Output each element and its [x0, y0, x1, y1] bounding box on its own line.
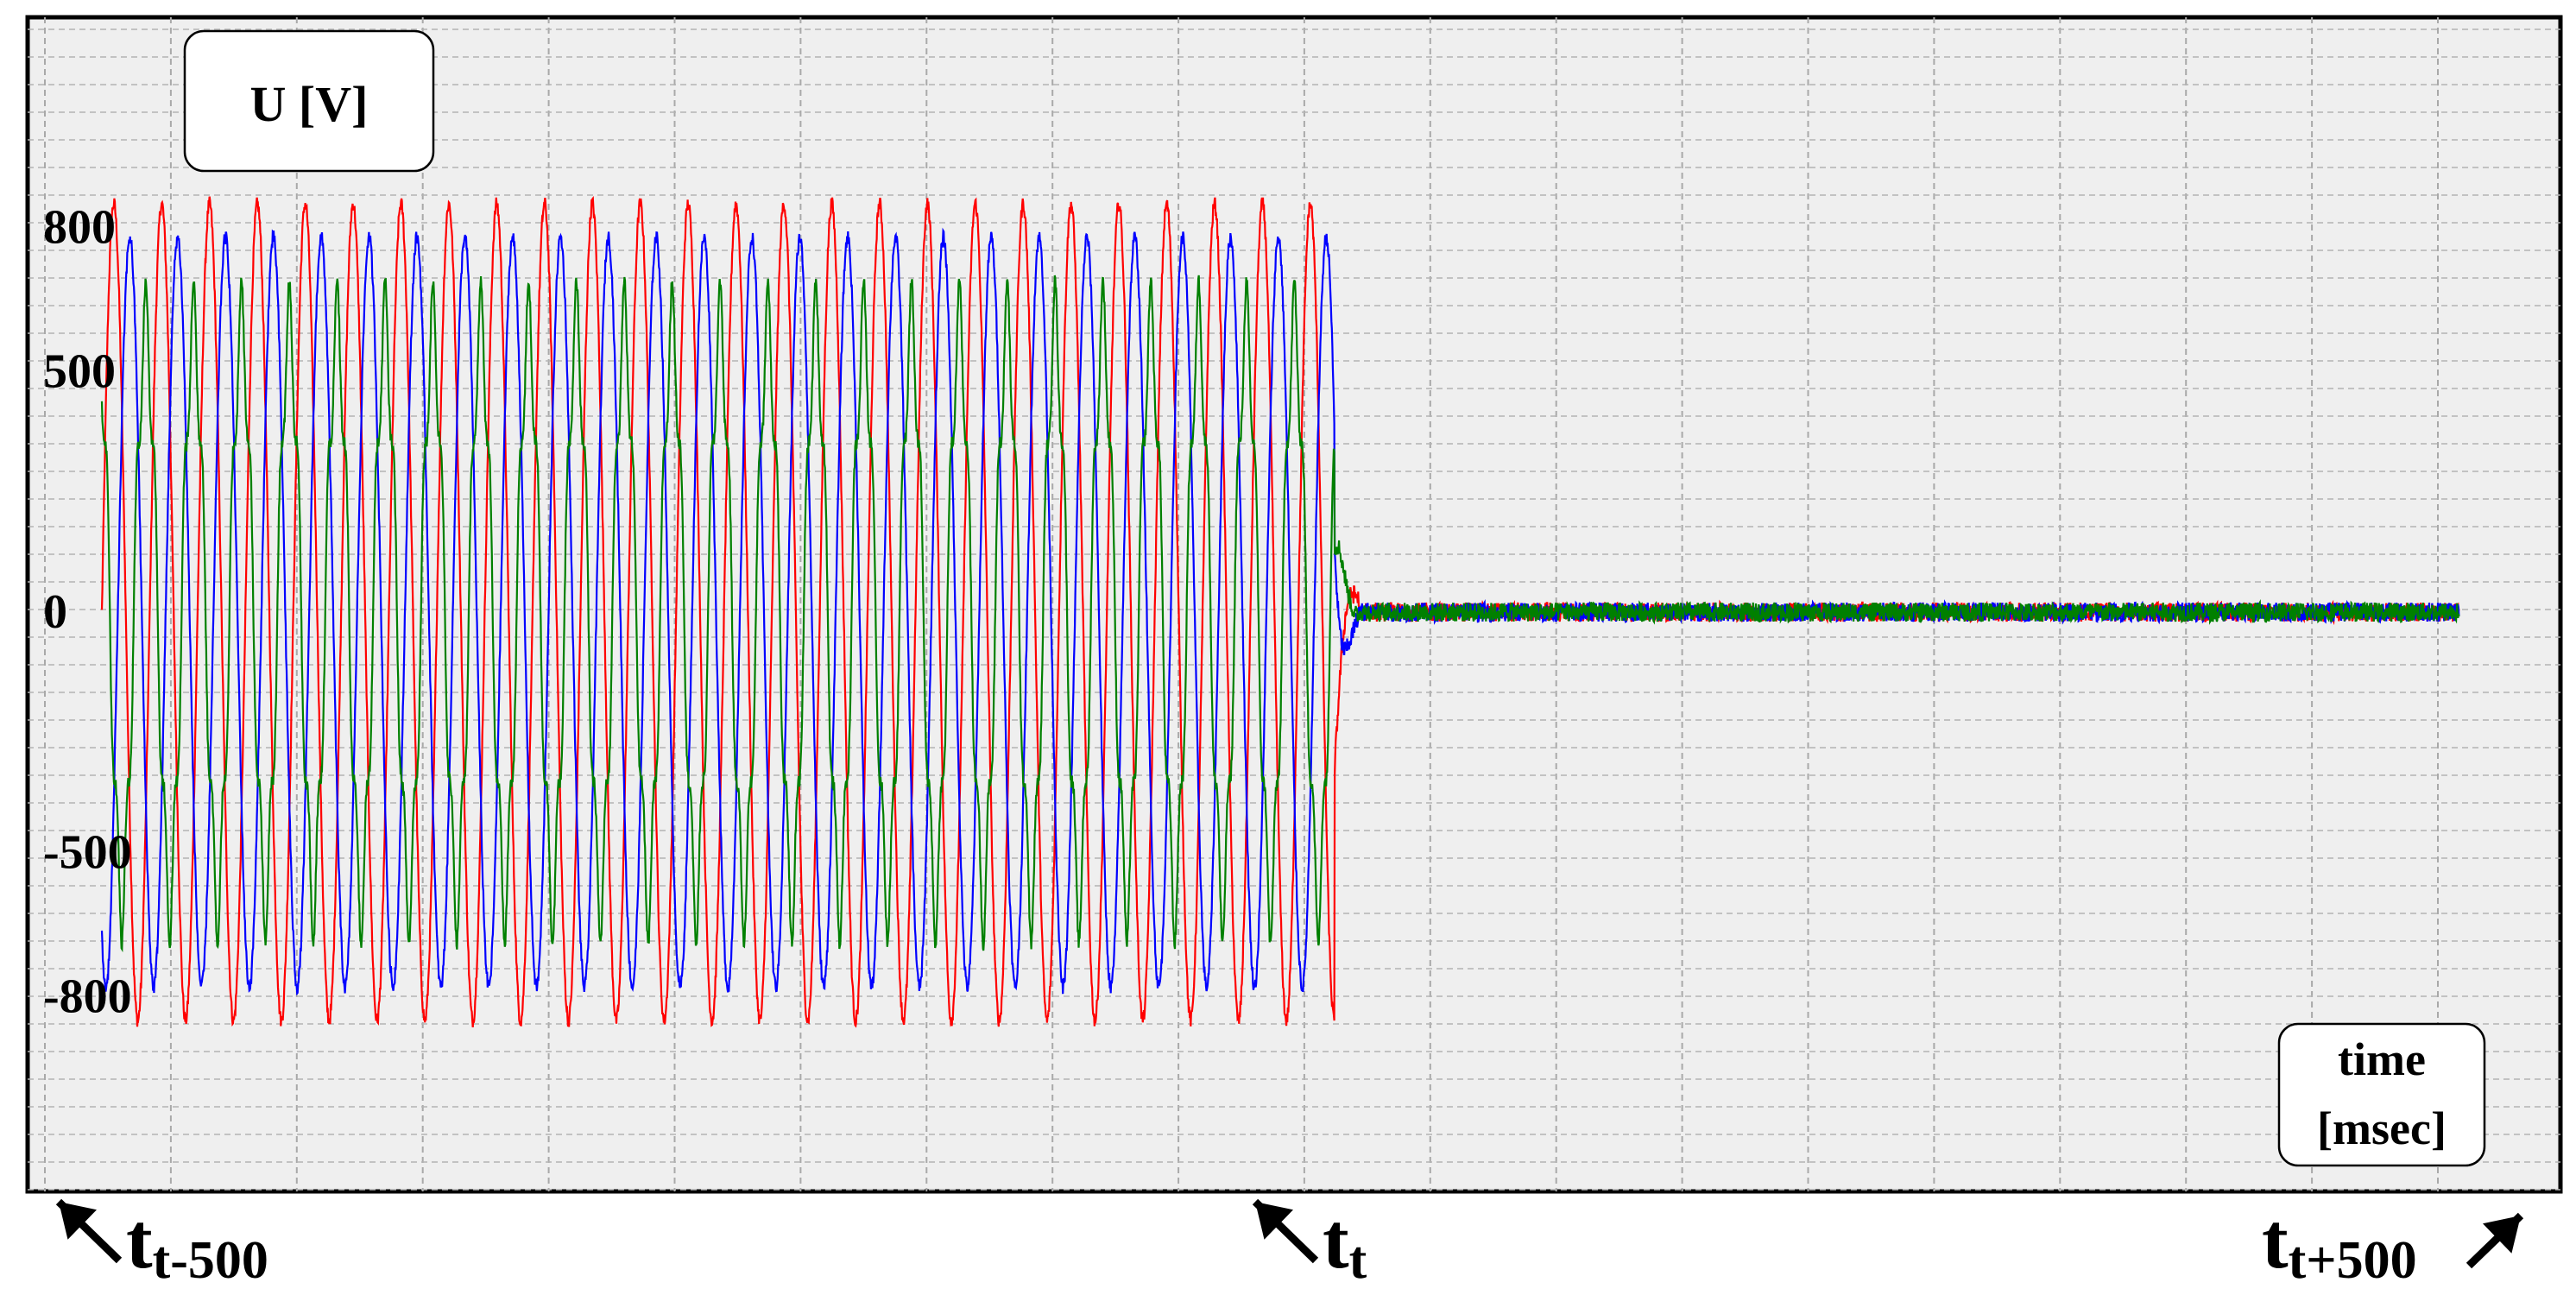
y-tick-labels: 800 500 0 -500 -800: [43, 201, 132, 1024]
y-tick-label: 0: [43, 585, 67, 639]
time-marker-label: tt-500: [126, 1197, 268, 1290]
y-tick-label: 500: [43, 345, 116, 399]
time-marker: tt-500: [55, 1197, 268, 1290]
y-axis-label: U [V]: [250, 76, 369, 132]
y-tick-label: -800: [43, 970, 132, 1023]
time-marker-label: tt+500: [2262, 1197, 2417, 1290]
series-group: [100, 196, 2460, 1028]
plot-frame: [25, 15, 2563, 1194]
series-line: [100, 275, 2460, 953]
x-axis-label-line1: time: [2338, 1033, 2426, 1085]
time-marker-label: tt: [1323, 1197, 1367, 1290]
arrow-head-icon: [2483, 1216, 2521, 1254]
arrow-head-icon: [59, 1202, 97, 1240]
xlabel-box: time [msec]: [2277, 1022, 2486, 1167]
arrow-head-icon: [1255, 1202, 1293, 1240]
time-marker: tt+500: [2262, 1197, 2524, 1290]
time-marker: tt: [1252, 1197, 1367, 1290]
y-tick-label: 800: [43, 201, 116, 255]
y-tick-label: -500: [43, 825, 132, 879]
time-markers: tt-500 tt tt+500: [55, 1197, 2524, 1290]
x-axis-label-line2: [msec]: [2317, 1102, 2447, 1154]
ylabel-box: U [V]: [183, 29, 435, 173]
